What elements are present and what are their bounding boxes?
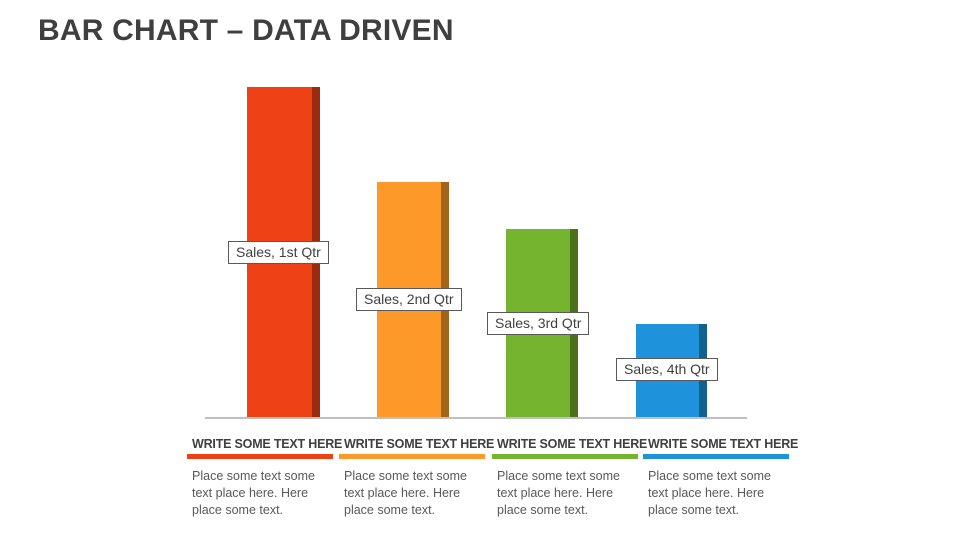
- data-label-1st-qtr: Sales, 1st Qtr: [228, 241, 329, 264]
- column-2-heading: WRITE SOME TEXT HERE: [344, 437, 495, 451]
- column-3-body-text: Place some text some text place here. He…: [497, 469, 620, 517]
- text-column-2: WRITE SOME TEXT HERE Place some text som…: [339, 437, 495, 519]
- column-1-heading: WRITE SOME TEXT HERE: [192, 437, 343, 451]
- column-2-accent-bar: [339, 454, 485, 459]
- text-column-1: WRITE SOME TEXT HERE Place some text som…: [187, 437, 343, 519]
- column-4-accent-bar: [643, 454, 789, 459]
- data-label-3rd-qtr: Sales, 3rd Qtr: [487, 312, 590, 335]
- slide-title: BAR CHART – DATA DRIVEN: [38, 14, 454, 47]
- column-3-accent-bar: [492, 454, 638, 459]
- column-3-heading: WRITE SOME TEXT HERE: [497, 437, 648, 451]
- text-column-3: WRITE SOME TEXT HERE Place some text som…: [492, 437, 648, 519]
- column-2-body-text: Place some text some text place here. He…: [344, 469, 467, 517]
- x-axis-line: [205, 417, 747, 419]
- column-1-body-text: Place some text some text place here. He…: [192, 469, 315, 517]
- column-1-accent-bar: [187, 454, 333, 459]
- data-label-2nd-qtr: Sales, 2nd Qtr: [356, 288, 462, 311]
- data-label-4th-qtr: Sales, 4th Qtr: [616, 358, 718, 381]
- text-column-4: WRITE SOME TEXT HERE Place some text som…: [643, 437, 799, 519]
- column-4-body-text: Place some text some text place here. He…: [648, 469, 771, 517]
- column-4-heading: WRITE SOME TEXT HERE: [648, 437, 799, 451]
